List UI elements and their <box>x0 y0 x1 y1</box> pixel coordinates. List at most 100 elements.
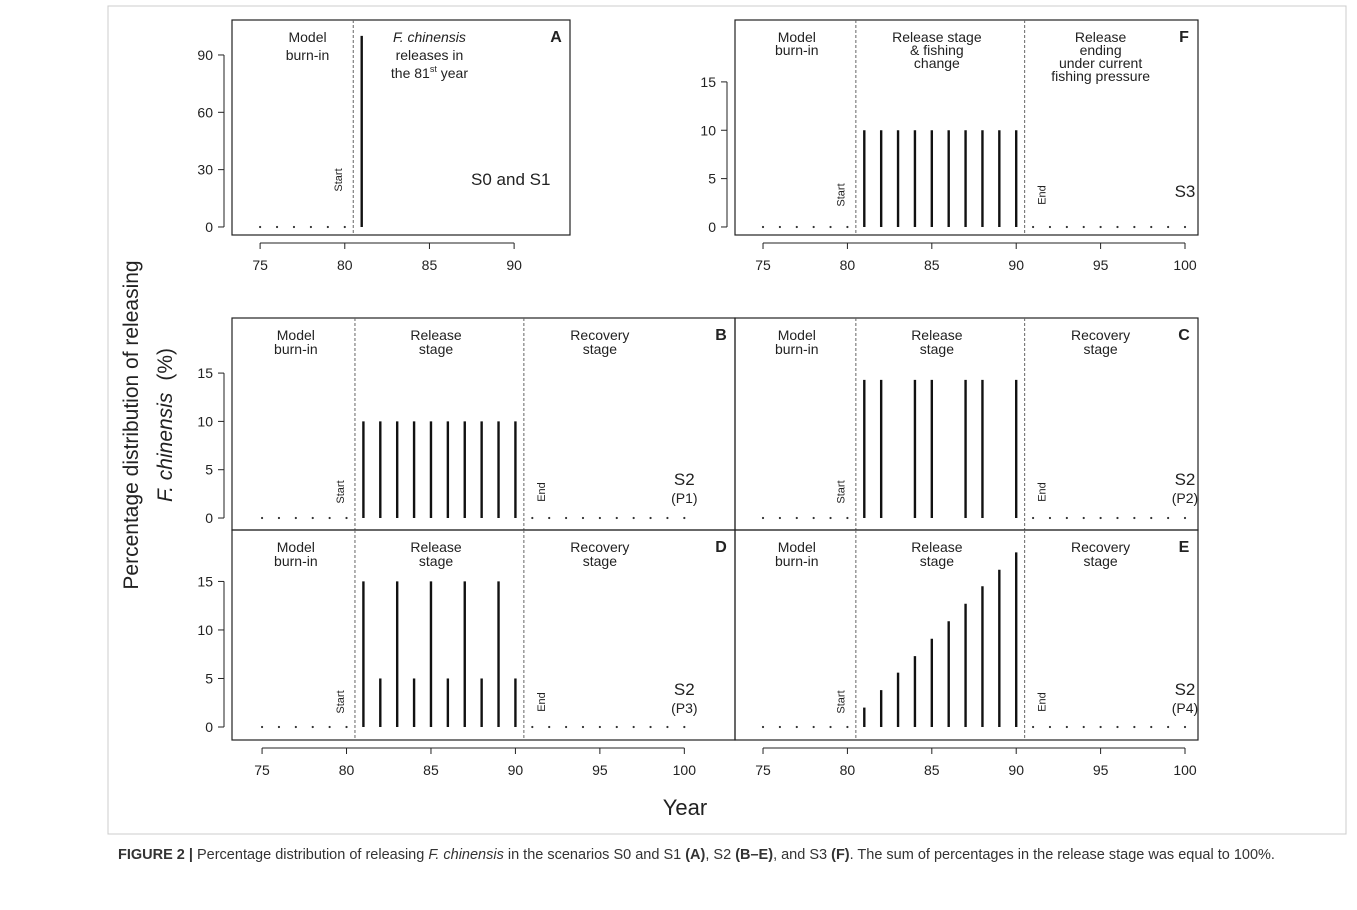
x-tick-label: 85 <box>924 257 940 273</box>
zero-point <box>778 225 781 229</box>
zero-point <box>666 516 669 520</box>
stage-marker: Start <box>335 480 347 503</box>
y-tick-label: 15 <box>197 573 213 589</box>
zero-point <box>277 516 281 520</box>
caption-text: (F) <box>831 847 850 863</box>
x-tick-label: 80 <box>339 762 355 778</box>
stage-marker: End <box>536 482 548 502</box>
zero-point <box>326 225 329 229</box>
y-axis-label: Percentage distribution of releasing <box>120 260 143 589</box>
zero-point <box>345 725 348 729</box>
zero-point <box>328 725 331 729</box>
panel-label: C <box>1178 327 1190 344</box>
region-label: burn-in <box>775 341 819 357</box>
panel-label: E <box>1179 539 1190 556</box>
zero-point <box>1167 516 1170 520</box>
figure: Year Percentage distribution of releasin… <box>107 5 1347 835</box>
zero-point <box>1183 725 1187 729</box>
zero-point <box>259 225 262 229</box>
panel-label: F <box>1179 29 1189 46</box>
region-label: stage <box>419 341 453 357</box>
region-label: burn-in <box>775 42 819 58</box>
x-tick-label: 90 <box>1008 762 1024 778</box>
y-tick-label: 15 <box>197 365 213 381</box>
region-label: Model <box>778 327 816 343</box>
region-label-part: year <box>437 65 468 81</box>
x-tick-label: 85 <box>924 762 940 778</box>
y-tick-label: 60 <box>197 104 213 120</box>
caption-text: (A) <box>685 847 706 863</box>
y-axis-label-part: F. chinensis <box>154 392 177 502</box>
x-tick-label: 90 <box>506 257 522 273</box>
zero-point <box>778 725 781 729</box>
caption-text: (B–E) <box>735 847 774 863</box>
zero-point <box>1116 225 1119 229</box>
region-label: Release <box>911 327 963 343</box>
y-tick-label: 30 <box>197 162 213 178</box>
x-tick-label: 90 <box>1008 257 1024 273</box>
zero-point <box>761 516 765 520</box>
zero-point <box>1048 725 1052 729</box>
region-label: under current <box>1059 55 1142 71</box>
region-label: releases in <box>396 47 464 63</box>
region-label: stage <box>583 553 617 569</box>
zero-point <box>795 725 798 729</box>
zero-point <box>812 516 815 520</box>
zero-point <box>812 725 815 729</box>
region-label: Recovery <box>570 327 629 343</box>
zero-point <box>846 225 849 229</box>
scenario-label: S3 <box>1175 182 1196 201</box>
zero-point <box>309 225 313 229</box>
zero-point <box>294 516 297 520</box>
panel-frame <box>734 529 1199 741</box>
region-label: ending <box>1080 42 1122 58</box>
y-axis-label: F. chinensis (%) <box>154 348 177 502</box>
region-label: stage <box>583 341 617 357</box>
y-tick-label: 10 <box>700 122 716 138</box>
x-tick-label: 75 <box>252 257 268 273</box>
zero-point <box>1099 225 1102 229</box>
scenario-label: S2 <box>1175 680 1196 699</box>
zero-point <box>581 725 585 729</box>
caption-text: in the scenarios S0 and S1 <box>503 847 686 863</box>
y-tick-label: 15 <box>700 74 716 90</box>
region-label: fishing pressure <box>1051 68 1150 84</box>
caption-text: . The sum of percentages in the release … <box>849 847 1275 863</box>
zero-point <box>531 725 534 729</box>
zero-point <box>564 516 568 520</box>
caption-text: Percentage distribution of releasing <box>192 847 429 863</box>
scenario-label: S0 and S1 <box>471 170 550 189</box>
zero-point <box>829 516 832 520</box>
x-tick-label: 90 <box>508 762 524 778</box>
stage-marker: Start <box>836 183 848 206</box>
zero-point <box>548 725 551 729</box>
zero-point <box>311 516 314 520</box>
caption: FIGURE 2 | Percentage distribution of re… <box>118 845 1343 866</box>
x-axis-label: Year <box>663 795 707 820</box>
zero-point <box>846 516 849 520</box>
zero-point <box>548 516 551 520</box>
zero-point <box>1133 516 1136 520</box>
region-label: change <box>914 55 960 71</box>
stage-marker: Start <box>333 168 345 191</box>
zero-point <box>1031 225 1035 229</box>
zero-point <box>1099 725 1102 729</box>
caption-text: F. chinensis <box>428 847 504 863</box>
zero-point <box>778 516 781 520</box>
zero-point <box>632 725 635 729</box>
zero-point <box>761 225 765 229</box>
region-label: burn-in <box>274 553 318 569</box>
y-tick-label: 10 <box>197 622 213 638</box>
zero-point <box>1031 516 1035 520</box>
zero-point <box>683 516 686 520</box>
x-tick-label: 75 <box>755 257 771 273</box>
zero-point <box>795 516 798 520</box>
zero-point <box>1099 516 1102 520</box>
region-label: Release stage <box>892 29 982 45</box>
x-tick-label: 80 <box>840 762 856 778</box>
region-label: stage <box>419 553 453 569</box>
zero-point <box>649 516 652 520</box>
zero-point <box>564 725 568 729</box>
zero-point <box>1116 516 1119 520</box>
stage-marker: End <box>1037 692 1049 712</box>
